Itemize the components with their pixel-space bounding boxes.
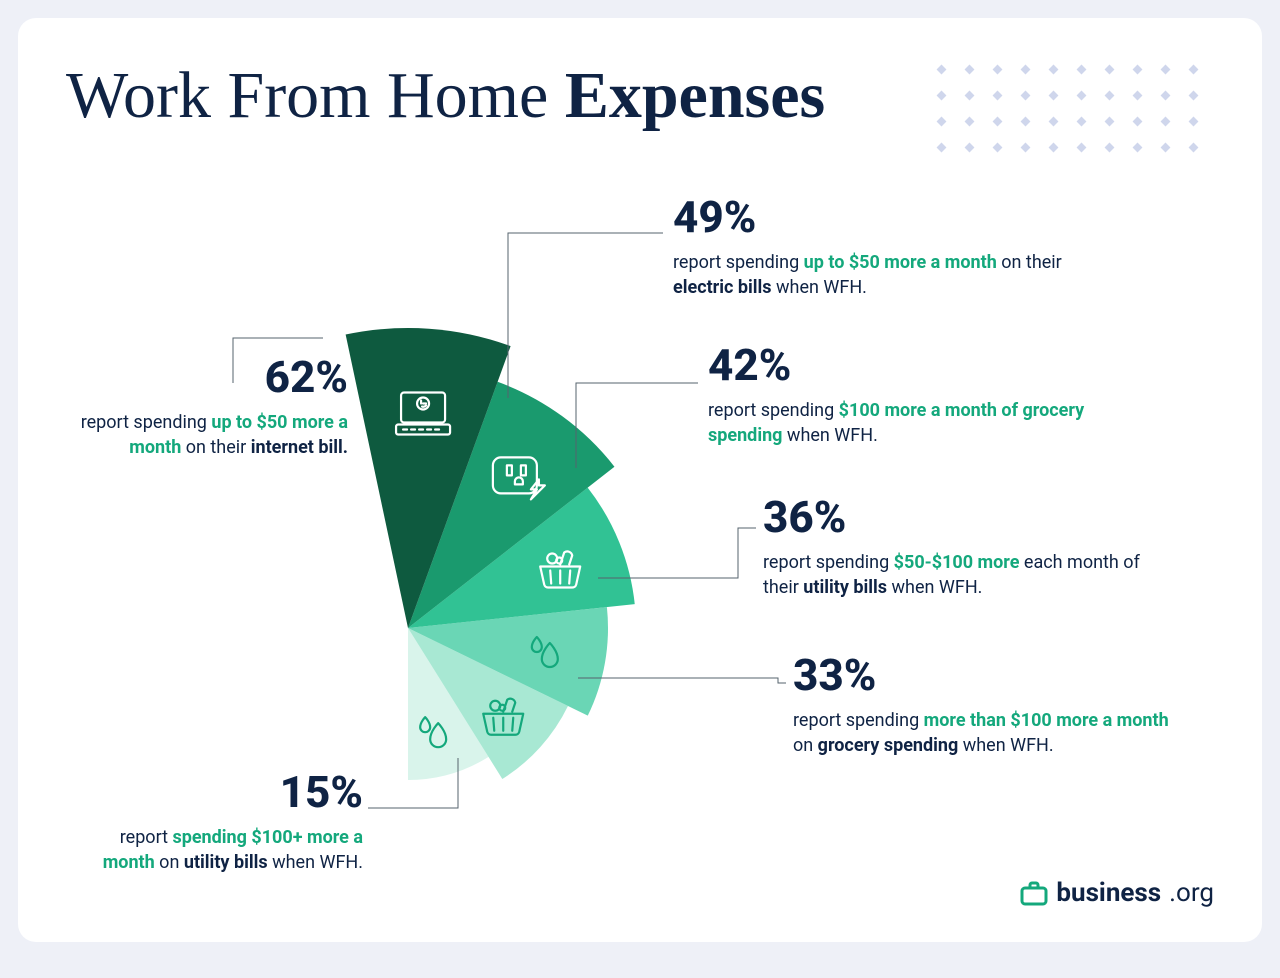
stat-label-4: 33%report spending more than $100 more a… [793, 646, 1173, 758]
brand-logo: business .org [1020, 878, 1214, 908]
brand-suffix: .org [1169, 878, 1214, 908]
leader-line [508, 233, 663, 398]
briefcase-icon [1020, 880, 1048, 906]
stat-label-5: 15%report spending $100+ more a month on… [93, 763, 363, 875]
stat-label-3: 36%report spending $50-$100 more each mo… [763, 488, 1163, 600]
stat-label-1: 49%report spending up to $50 more a mont… [673, 188, 1093, 300]
stat-label-0: 62%report spending up to $50 more a mont… [68, 348, 348, 460]
leader-line [578, 678, 786, 683]
stat-label-2: 42%report spending $100 more a month of … [708, 336, 1108, 448]
brand-name: business [1056, 878, 1161, 908]
infographic-frame: Work From Home Expenses 62%report spendi… [18, 18, 1262, 942]
